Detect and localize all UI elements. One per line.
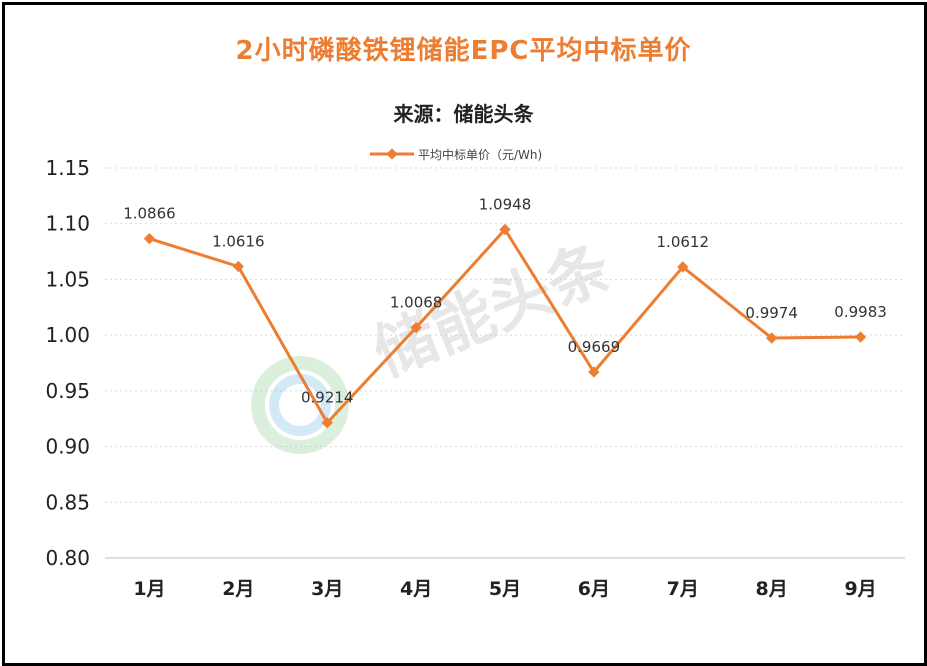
- y-tick-label: 0.95: [45, 379, 90, 403]
- data-point-marker: [677, 261, 689, 273]
- x-axis: 1月 2月 3月 4月 5月 6月 7月 8月 9月: [133, 578, 876, 600]
- legend-marker: [386, 148, 398, 160]
- series-line: [143, 223, 867, 429]
- data-point-marker: [766, 332, 778, 344]
- data-labels: 1.0866 1.0616 0.9214 1.0068 1.0948 0.9669 1.06…: [123, 196, 887, 407]
- x-tick-label: 6月: [578, 578, 610, 600]
- data-point-marker: [854, 331, 867, 343]
- data-label: 1.0948: [479, 196, 532, 214]
- y-tick-label: 1.10: [45, 212, 90, 236]
- y-tick-label: 0.80: [45, 546, 90, 570]
- y-tick-label: 0.90: [45, 435, 90, 459]
- data-label: 1.0616: [212, 233, 265, 251]
- chart-title: 2小时磷酸铁锂储能EPC平均中标单价: [235, 36, 692, 66]
- x-tick-label: 5月: [489, 578, 521, 600]
- x-tick-label: 1月: [133, 578, 165, 600]
- chart-subtitle: 来源：储能头条: [393, 102, 534, 126]
- watermark: 储能头条: [251, 230, 621, 454]
- data-label: 0.9974: [745, 304, 798, 322]
- legend: 平均中标单价（元/Wh): [370, 147, 542, 162]
- data-label: 0.9669: [568, 338, 621, 356]
- y-tick-label: 0.85: [45, 490, 90, 514]
- y-axis: 0.80 0.85 0.90 0.95 1.00 1.05 1.10 1.15: [45, 156, 90, 570]
- data-label: 1.0068: [390, 294, 443, 312]
- data-label: 1.0612: [657, 233, 710, 251]
- data-label: 0.9214: [301, 389, 354, 407]
- y-tick-label: 1.15: [45, 156, 90, 180]
- data-point-marker: [499, 223, 511, 236]
- x-tick-label: 4月: [400, 578, 432, 600]
- x-tick-label: 3月: [311, 578, 343, 600]
- y-tick-label: 1.05: [45, 267, 90, 291]
- x-tick-label: 9月: [844, 578, 876, 600]
- data-point-marker: [143, 232, 156, 245]
- x-tick-label: 8月: [756, 578, 788, 600]
- data-point-marker: [588, 366, 600, 378]
- data-label: 1.0866: [123, 205, 176, 223]
- y-tick-label: 1.00: [45, 323, 90, 347]
- watermark-logo-inner-icon: [269, 374, 331, 436]
- data-point-marker: [410, 321, 422, 334]
- x-tick-label: 2月: [222, 578, 254, 600]
- data-label: 0.9983: [834, 303, 887, 321]
- data-point-marker: [321, 417, 333, 429]
- legend-label: 平均中标单价（元/Wh): [418, 147, 542, 162]
- data-point-marker: [232, 260, 244, 273]
- x-tick-label: 7月: [667, 578, 699, 600]
